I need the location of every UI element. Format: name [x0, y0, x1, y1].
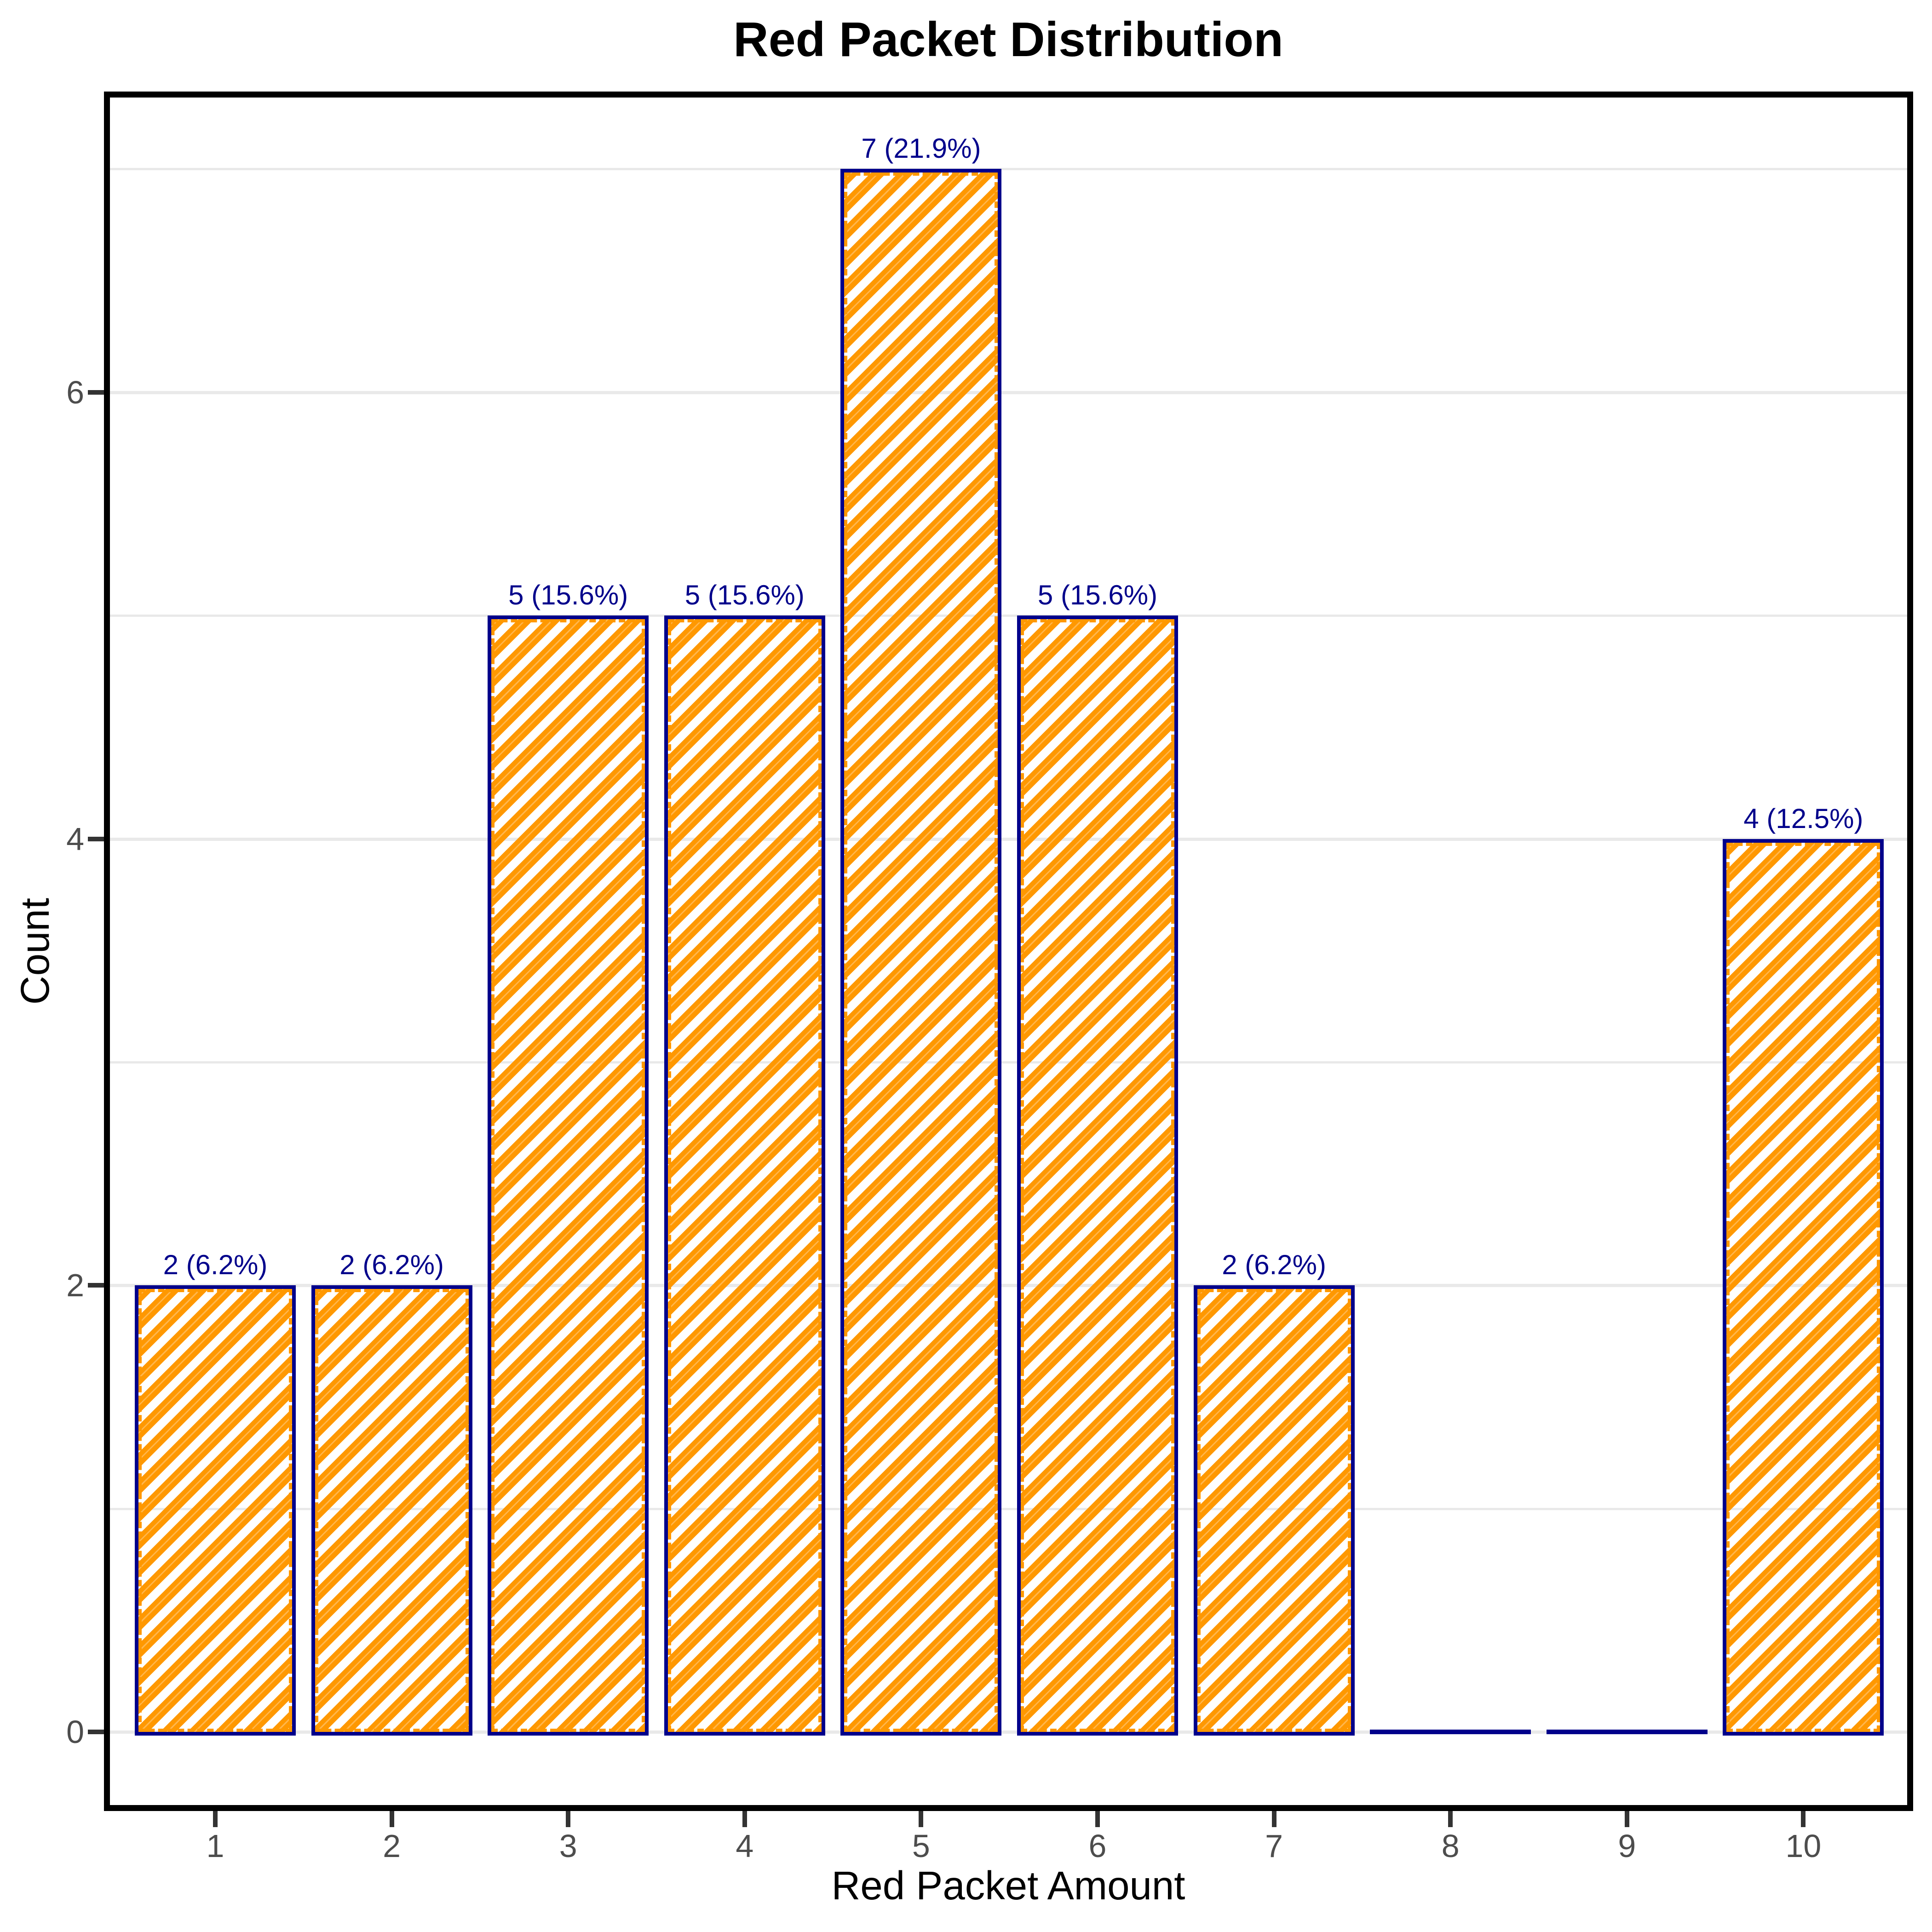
- y-tick-mark: [88, 836, 104, 841]
- bar-value-label: 7 (21.9%): [861, 133, 981, 164]
- x-tick-mark: [742, 1811, 747, 1827]
- gridline-minor: [110, 1507, 1907, 1510]
- y-tick-label: 6: [66, 374, 84, 410]
- x-tick-mark: [1271, 1811, 1276, 1827]
- y-axis-title: Count: [13, 897, 58, 1005]
- bar-value-label: 5 (15.6%): [1037, 580, 1158, 611]
- gridline-major: [110, 1284, 1907, 1288]
- x-tick-label: 5: [912, 1828, 930, 1864]
- y-tick-mark: [88, 1283, 104, 1288]
- y-tick-label: 4: [66, 821, 84, 857]
- bar: [664, 615, 825, 1736]
- x-tick-label: 6: [1088, 1828, 1107, 1864]
- gridline-major: [110, 837, 1907, 841]
- bar-value-label: 2 (6.2%): [163, 1249, 268, 1281]
- bar-zero: [1546, 1730, 1708, 1734]
- y-tick-label: 2: [66, 1267, 84, 1304]
- bar: [840, 169, 1002, 1736]
- x-tick-label: 3: [559, 1828, 577, 1864]
- x-tick-label: 8: [1441, 1828, 1460, 1864]
- y-tick-label: 0: [66, 1714, 84, 1750]
- plot-panel: 2 (6.2%) 2 (6.2%) 5 (15.6%) 5 (15.6%) 7 (21.…: [104, 92, 1913, 1811]
- gridline-minor: [110, 168, 1907, 171]
- bar-value-label: 5 (15.6%): [508, 580, 628, 611]
- x-tick-label: 1: [206, 1828, 224, 1864]
- x-tick-label: 4: [736, 1828, 754, 1864]
- x-tick-label: 7: [1265, 1828, 1283, 1864]
- gridline-minor: [110, 1061, 1907, 1064]
- bar-zero: [1370, 1730, 1531, 1734]
- bar-value-label: 2 (6.2%): [339, 1249, 444, 1281]
- bar: [135, 1285, 296, 1736]
- x-tick-label: 10: [1785, 1828, 1822, 1864]
- y-tick-mark: [88, 1730, 104, 1734]
- x-tick-label: 2: [383, 1828, 401, 1864]
- bar-value-label: 4 (12.5%): [1743, 803, 1863, 834]
- bar: [1017, 615, 1178, 1736]
- chart-title: Red Packet Distribution: [733, 12, 1283, 67]
- bar-value-label: 2 (6.2%): [1222, 1249, 1326, 1281]
- bar: [1723, 839, 1884, 1736]
- bar: [1193, 1285, 1355, 1736]
- x-tick-label: 9: [1618, 1828, 1636, 1864]
- x-tick-mark: [1095, 1811, 1100, 1827]
- x-tick-mark: [1801, 1811, 1806, 1827]
- bar: [488, 615, 649, 1736]
- x-axis-title: Red Packet Amount: [831, 1863, 1185, 1908]
- x-tick-mark: [389, 1811, 394, 1827]
- bar: [311, 1285, 472, 1736]
- x-tick-mark: [1448, 1811, 1453, 1827]
- bar-value-label: 5 (15.6%): [684, 580, 805, 611]
- x-tick-mark: [919, 1811, 924, 1827]
- x-tick-mark: [566, 1811, 571, 1827]
- gridline-major: [110, 1731, 1907, 1734]
- x-tick-mark: [213, 1811, 218, 1827]
- gridline-major: [110, 391, 1907, 394]
- x-tick-mark: [1624, 1811, 1629, 1827]
- gridline-minor: [110, 615, 1907, 617]
- y-tick-mark: [88, 390, 104, 395]
